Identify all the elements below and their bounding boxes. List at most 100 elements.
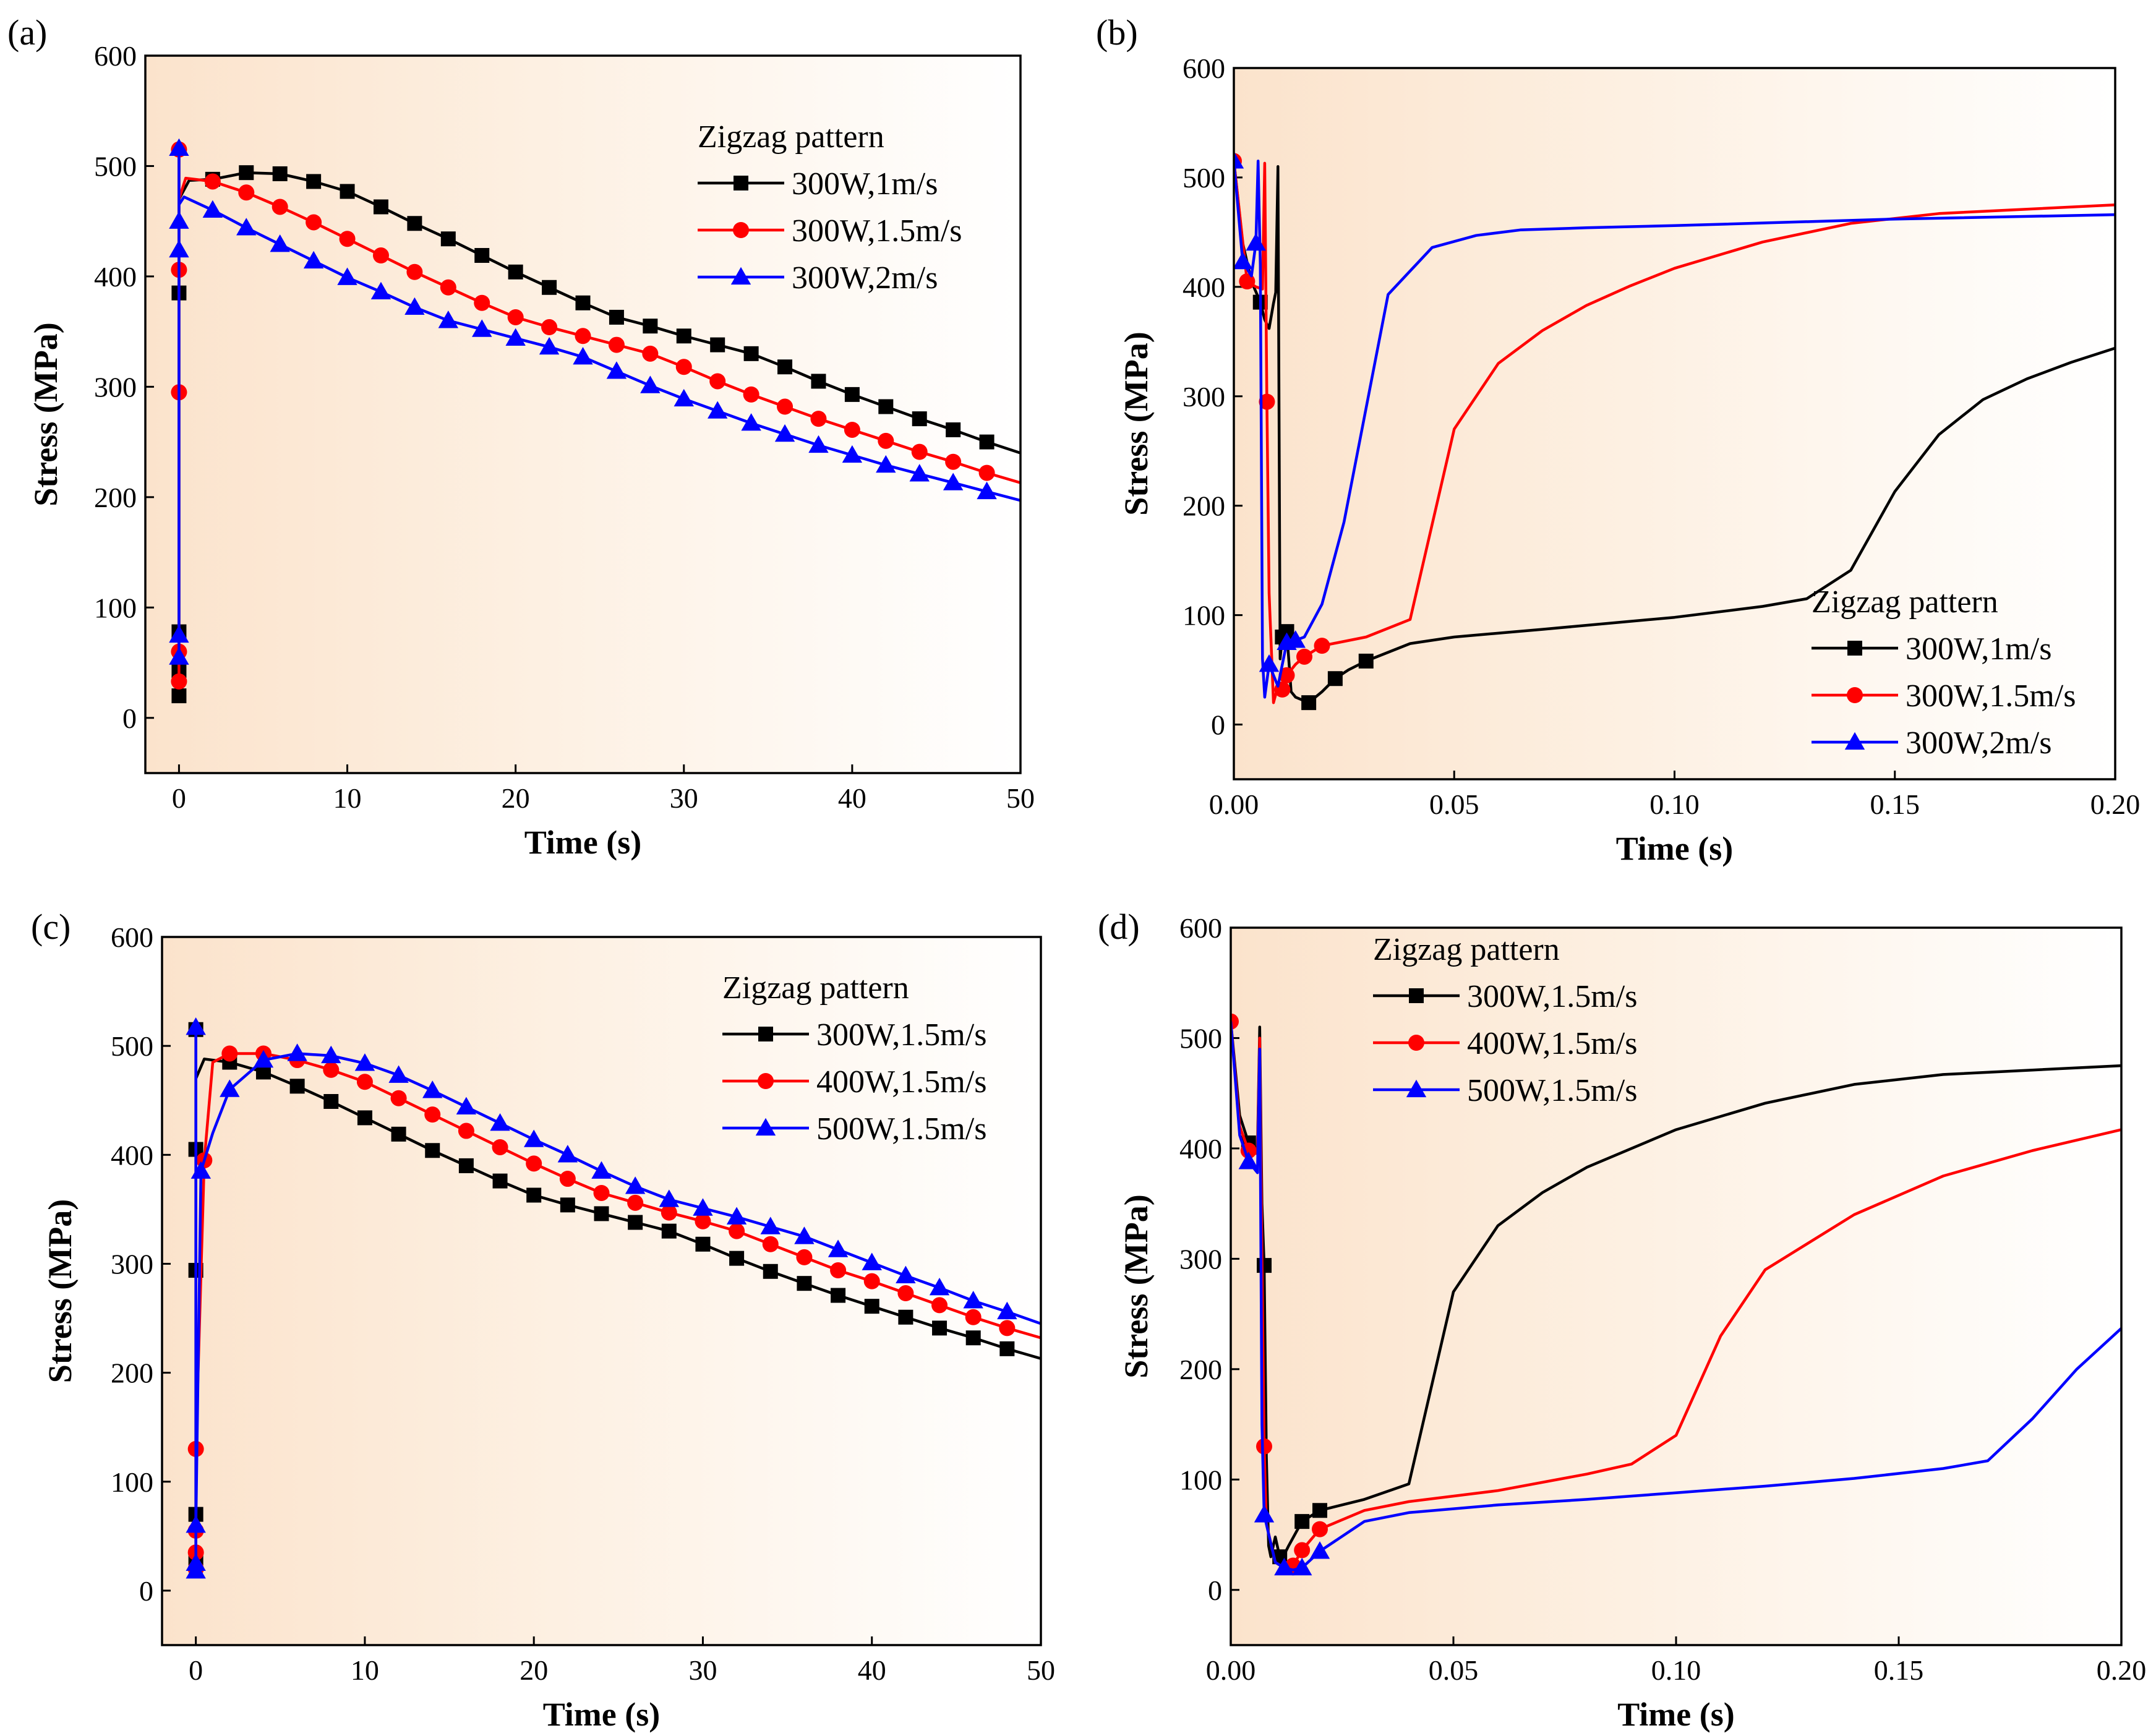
data-point: [707, 401, 728, 419]
data-point: [321, 1045, 341, 1064]
legend-label: 300W,1.5m/s: [792, 213, 962, 249]
x-axis-title: Time (s): [1616, 830, 1733, 867]
data-point: [1294, 1542, 1311, 1559]
data-point: [1309, 1541, 1330, 1559]
data-point: [542, 280, 557, 295]
data-point: [943, 472, 964, 490]
x-tick-label: 10: [351, 1654, 379, 1686]
plot-frame: [1230, 926, 2123, 1646]
data-point: [186, 1553, 206, 1571]
legend-marker: [1408, 1035, 1424, 1051]
x-tick-label: 30: [688, 1654, 717, 1686]
data-point: [606, 361, 627, 379]
legend-marker: [758, 1027, 773, 1041]
data-point: [1314, 638, 1330, 654]
y-tick-label: 100: [111, 1466, 153, 1498]
data-point: [608, 336, 625, 353]
data-point: [1292, 1557, 1312, 1576]
data-point: [999, 1320, 1016, 1336]
data-point: [1312, 1521, 1328, 1537]
data-point: [1259, 654, 1280, 672]
x-tick-label: 40: [838, 782, 866, 814]
panel-label: (b): [1096, 12, 1138, 53]
data-point: [169, 239, 189, 258]
data-point: [675, 359, 692, 375]
x-tick-label: 0.00: [1209, 789, 1259, 820]
legend-marker: [1406, 1079, 1427, 1098]
data-point: [912, 411, 927, 427]
data-point: [997, 1301, 1017, 1320]
y-tick-label: 0: [139, 1575, 153, 1607]
panel-label: (d): [1098, 907, 1140, 947]
series-group: [186, 1017, 1041, 1579]
series-group: [1231, 1021, 2121, 1576]
data-point: [661, 1223, 677, 1239]
data-point: [1254, 1505, 1275, 1523]
series-group: [1234, 151, 2115, 699]
data-point: [876, 455, 896, 473]
y-tick-label: 200: [94, 482, 137, 513]
data-point: [898, 1309, 913, 1325]
x-tick-label: 50: [1006, 782, 1035, 814]
data-point: [762, 1236, 779, 1252]
legend-label: 500W,1.5m/s: [1467, 1073, 1637, 1108]
data-point: [710, 337, 725, 353]
data-point: [811, 374, 826, 389]
legend-label: 400W,1.5m/s: [816, 1064, 986, 1100]
y-axis-title: Stress (MPa): [1118, 331, 1155, 515]
series-group: [171, 141, 1020, 690]
data-point: [456, 1097, 477, 1114]
data-point: [202, 200, 223, 218]
x-axis-title: Time (s): [543, 1696, 660, 1733]
legend-title: Zigzag pattern: [1373, 932, 1560, 967]
data-point: [425, 1143, 440, 1158]
data-point: [743, 346, 759, 361]
data-point: [674, 388, 694, 407]
data-point: [356, 1074, 373, 1090]
data-point: [794, 1226, 815, 1244]
y-tick-label: 200: [1183, 490, 1225, 522]
data-point: [559, 1171, 576, 1187]
data-point: [931, 1297, 948, 1314]
data-point: [306, 214, 322, 231]
series-group: [169, 138, 1020, 665]
x-tick-label: 0: [189, 1654, 203, 1686]
data-point: [236, 218, 257, 236]
data-point: [169, 647, 189, 665]
series-line: [178, 148, 1020, 659]
data-point: [171, 688, 187, 704]
legend-title: Zigzag pattern: [722, 970, 909, 1006]
x-axis-title: Time (s): [1617, 1696, 1734, 1733]
data-point: [270, 234, 290, 252]
data-point: [492, 1139, 508, 1155]
data-point: [591, 1161, 612, 1179]
plot-background: [1234, 68, 2115, 779]
data-point: [339, 231, 356, 247]
data-point: [474, 294, 490, 311]
x-tick-label: 0.15: [1870, 789, 1920, 820]
data-point: [169, 138, 189, 156]
data-point: [373, 199, 388, 215]
data-point: [763, 1264, 778, 1279]
y-tick-label: 600: [94, 40, 137, 72]
data-point: [945, 453, 962, 470]
data-point: [709, 373, 726, 390]
data-point: [878, 432, 894, 449]
data-point: [388, 1065, 409, 1083]
data-point: [625, 1176, 646, 1194]
data-point: [628, 1215, 643, 1230]
plot-frame: [161, 936, 1042, 1646]
x-tick-label: 0.10: [1651, 1654, 1701, 1686]
data-point: [1231, 1013, 1239, 1030]
y-tick-label: 200: [111, 1358, 153, 1389]
data-point: [1327, 671, 1343, 686]
y-axis-title: Stress (MPa): [27, 322, 64, 506]
data-point: [810, 411, 827, 427]
data-point: [642, 345, 659, 362]
data-point: [404, 297, 425, 315]
legend-label: 300W,1m/s: [792, 166, 938, 202]
data-point: [337, 267, 357, 285]
legend-label: 300W,2m/s: [1906, 725, 2051, 761]
data-point: [1279, 624, 1294, 639]
data-point: [1285, 630, 1306, 648]
